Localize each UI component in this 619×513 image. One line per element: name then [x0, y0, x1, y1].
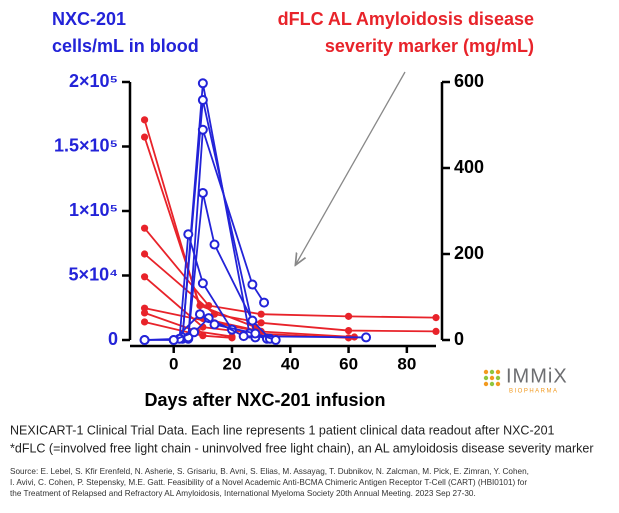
logo-sub: BIOPHARMA	[509, 389, 559, 395]
data-point	[140, 318, 149, 326]
data-point	[238, 331, 249, 342]
source: I. Avivi, C. Cohen, P. Stepensky, M.E. G…	[10, 478, 527, 487]
source: the Treatment of Relapsed and Refractory…	[10, 489, 476, 498]
x-tick-label: 40	[281, 354, 300, 373]
logo: IMMiX BIOPHARMA	[483, 365, 568, 395]
y-axis-label: NXC-201	[52, 9, 126, 29]
data-point	[259, 297, 270, 308]
y2-axis-label: dFLC AL Amyloidosis disease	[278, 9, 534, 29]
data-point	[197, 95, 208, 106]
note: *dFLC (=involved free light chain - unin…	[10, 441, 594, 455]
data-point	[344, 312, 353, 320]
x-tick-label: 80	[397, 354, 416, 373]
data-point	[247, 315, 258, 326]
data-point	[257, 310, 265, 318]
y-axis-label: cells/mL in blood	[52, 36, 199, 56]
data-point	[432, 314, 440, 322]
note: NEXICART-1 Clinical Trial Data. Each lin…	[10, 423, 555, 437]
data-point	[361, 332, 372, 343]
data-point	[140, 116, 149, 124]
data-point	[140, 309, 149, 317]
data-point	[197, 187, 208, 198]
data-point	[140, 224, 149, 232]
series-line	[187, 129, 265, 339]
data-point	[183, 229, 194, 240]
data-point	[257, 319, 265, 327]
data-point	[209, 239, 220, 250]
y-tick-label: 1.5×10⁵	[54, 135, 118, 155]
x-tick-label: 60	[339, 354, 358, 373]
data-point	[247, 279, 258, 290]
y2-axis-label: severity marker (mg/mL)	[325, 36, 534, 56]
series-line	[144, 307, 355, 338]
data-point	[344, 326, 353, 335]
data-point	[189, 327, 200, 338]
data-point	[140, 133, 149, 141]
y-tick-label: 5×10⁴	[69, 264, 118, 284]
data-point	[197, 124, 208, 135]
arrow	[296, 71, 406, 264]
y-tick-label: 0	[108, 329, 118, 349]
logo-name: IMMiX	[506, 365, 568, 387]
data-point	[432, 327, 440, 335]
data-point	[194, 309, 205, 320]
y2-tick-label: 200	[454, 243, 484, 263]
data-point	[139, 335, 150, 345]
data-point	[250, 328, 261, 339]
data-point	[270, 335, 281, 345]
y-tick-label: 2×10⁵	[69, 71, 118, 91]
y2-tick-label: 400	[454, 157, 484, 177]
data-point	[209, 319, 220, 330]
x-axis-label: Days after NXC-201 infusion	[144, 390, 385, 410]
data-point	[168, 335, 179, 345]
x-tick-label: 20	[223, 354, 242, 373]
data-point	[140, 250, 149, 258]
y2-tick-label: 600	[454, 71, 484, 91]
y2-tick-label: 0	[454, 329, 464, 349]
data-point	[228, 334, 236, 342]
data-point	[197, 278, 208, 289]
x-tick-label: 0	[169, 354, 178, 373]
source: Source: E. Lebel, S. Kfir Erenfeld, N. A…	[10, 467, 529, 476]
series-line	[178, 233, 233, 339]
data-point	[199, 332, 207, 340]
data-point	[197, 78, 208, 89]
data-point	[140, 273, 149, 281]
y-tick-label: 1×10⁵	[69, 200, 118, 220]
